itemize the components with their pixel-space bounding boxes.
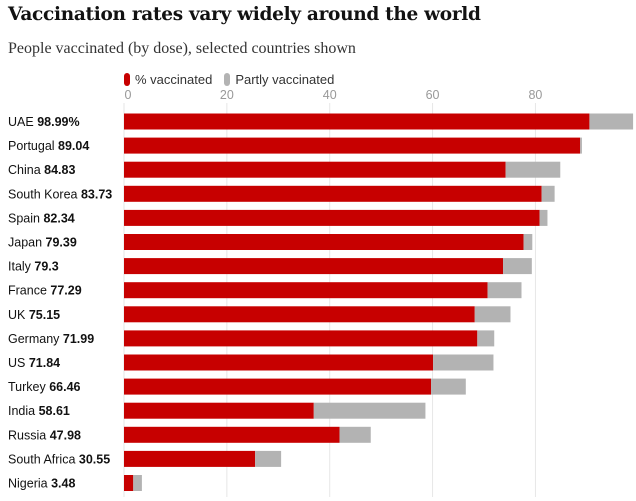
bar-vaccinated-uae: [124, 113, 590, 130]
bar-vaccinated-us: [124, 354, 434, 371]
bar-chart: 0 20 40 60 80 UAE 98.99% Portugal 89.04 China 8…: [8, 88, 634, 497]
bar-vaccinated-italy: [124, 258, 504, 275]
bar-vaccinated-germany: [124, 330, 478, 347]
country-value-germany: 71.99: [63, 332, 94, 346]
bar-partly-italy: [503, 258, 532, 275]
chart-title: Vaccination rates vary widely around the…: [8, 4, 481, 25]
country-value-italy: 79.3: [34, 260, 58, 274]
bar-partly-uae: [589, 113, 634, 130]
country-value-us: 71.84: [29, 356, 60, 370]
country-value-india: 58.61: [39, 404, 70, 418]
country-name-china: China: [8, 163, 44, 177]
bar-vaccinated-uk: [124, 306, 475, 323]
row-label-uae: UAE 98.99%: [8, 115, 80, 129]
country-value-turkey: 66.46: [49, 380, 80, 394]
row-label-india: India 58.61: [8, 404, 70, 418]
x-tick-label-20: 20: [220, 88, 234, 102]
bar-partly-south-korea: [541, 185, 555, 202]
bar-vaccinated-south-korea: [124, 185, 542, 202]
country-name-japan: Japan: [8, 236, 46, 250]
row-label-us: US 71.84: [8, 356, 60, 370]
row-label-germany: Germany 71.99: [8, 332, 94, 346]
country-name-spain: Spain: [8, 211, 43, 225]
legend-item-vaccinated: % vaccinated: [124, 72, 212, 87]
bar-partly-france: [487, 282, 522, 299]
country-name-italy: Italy: [8, 260, 34, 274]
country-value-spain: 82.34: [43, 211, 74, 225]
x-tick-label-0: 0: [125, 88, 132, 102]
chart-subtitle: People vaccinated (by dose), selected co…: [8, 40, 356, 57]
x-tick-label-40: 40: [323, 88, 337, 102]
row-label-south-africa: South Africa 30.55: [8, 452, 110, 466]
country-name-turkey: Turkey: [8, 380, 49, 394]
country-name-india: India: [8, 404, 39, 418]
country-value-uk: 75.15: [29, 308, 60, 322]
bar-vaccinated-russia: [124, 426, 340, 443]
country-value-uae: 98.99%: [37, 115, 79, 129]
country-name-france: France: [8, 284, 50, 298]
legend: % vaccinated Partly vaccinated: [124, 72, 346, 87]
country-name-nigeria: Nigeria: [8, 477, 51, 491]
bar-vaccinated-spain: [124, 209, 540, 226]
bar-partly-turkey: [431, 378, 466, 395]
country-name-south-africa: South Africa: [8, 452, 79, 466]
legend-label-vaccinated: % vaccinated: [135, 72, 213, 87]
row-label-south-korea: South Korea 83.73: [8, 187, 112, 201]
country-value-france: 77.29: [50, 284, 81, 298]
row-label-russia: Russia 47.98: [8, 428, 81, 442]
legend-swatch-partly: [224, 73, 231, 86]
country-value-south-korea: 83.73: [81, 187, 112, 201]
row-label-turkey: Turkey 66.46: [8, 380, 81, 394]
bar-partly-us: [433, 354, 494, 371]
row-label-spain: Spain 82.34: [8, 211, 75, 225]
row-label-italy: Italy 79.3: [8, 260, 59, 274]
country-value-china: 84.83: [44, 163, 75, 177]
bar-vaccinated-france: [124, 282, 488, 299]
country-name-germany: Germany: [8, 332, 63, 346]
country-name-uk: UK: [8, 308, 29, 322]
bar-partly-russia: [339, 426, 371, 443]
bar-vaccinated-turkey: [124, 378, 432, 395]
country-name-uae: UAE: [8, 115, 37, 129]
country-name-south-korea: South Korea: [8, 187, 81, 201]
bar-partly-japan: [523, 234, 533, 250]
legend-label-partly: Partly vaccinated: [235, 72, 335, 87]
bar-vaccinated-china: [124, 161, 506, 178]
bar-partly-portugal: [580, 137, 582, 154]
row-label-nigeria: Nigeria 3.48: [8, 477, 75, 491]
bar-partly-nigeria: [133, 475, 142, 491]
country-value-russia: 47.98: [50, 428, 81, 442]
row-label-japan: Japan 79.39: [8, 236, 77, 250]
bar-vaccinated-nigeria: [124, 475, 134, 491]
country-value-japan: 79.39: [46, 236, 77, 250]
row-label-france: France 77.29: [8, 284, 82, 298]
country-value-nigeria: 3.48: [51, 477, 75, 491]
row-label-uk: UK 75.15: [8, 308, 60, 322]
bar-partly-germany: [477, 330, 495, 347]
country-name-portugal: Portugal: [8, 139, 58, 153]
bar-partly-spain: [539, 209, 548, 226]
country-value-portugal: 89.04: [58, 139, 89, 153]
bar-vaccinated-portugal: [124, 137, 581, 154]
bar-partly-china: [505, 161, 561, 178]
x-tick-label-80: 80: [528, 88, 542, 102]
x-tick-label-60: 60: [426, 88, 440, 102]
country-name-us: US: [8, 356, 29, 370]
row-label-portugal: Portugal 89.04: [8, 139, 89, 153]
legend-item-partly: Partly vaccinated: [224, 72, 334, 87]
bar-vaccinated-south-africa: [124, 450, 256, 467]
row-label-china: China 84.83: [8, 163, 75, 177]
bar-vaccinated-japan: [124, 234, 524, 250]
country-name-russia: Russia: [8, 428, 50, 442]
legend-swatch-vaccinated: [124, 73, 130, 86]
bar-partly-uk: [474, 306, 511, 323]
country-value-south-africa: 30.55: [79, 452, 110, 466]
bar-partly-south-africa: [255, 450, 282, 467]
bar-partly-india: [313, 402, 426, 419]
bar-vaccinated-india: [124, 402, 314, 419]
